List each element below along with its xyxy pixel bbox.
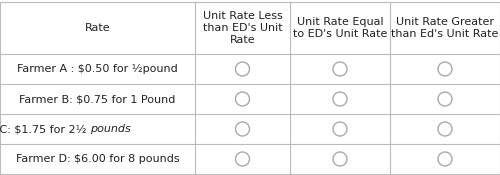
Text: Unit Rate Less
than ED's Unit
Rate: Unit Rate Less than ED's Unit Rate <box>202 11 282 45</box>
Text: Rate: Rate <box>84 23 110 33</box>
Text: Farmer A : $0.50 for ½pound: Farmer A : $0.50 for ½pound <box>17 64 178 74</box>
Text: Unit Rate Greater
than Ed's Unit Rate: Unit Rate Greater than Ed's Unit Rate <box>392 17 498 39</box>
Text: Farmer B: $0.75 for 1 Pound: Farmer B: $0.75 for 1 Pound <box>20 94 176 104</box>
Text: pounds: pounds <box>90 124 131 134</box>
Text: Farmer C: $1.75 for 2½: Farmer C: $1.75 for 2½ <box>0 124 90 134</box>
Text: Farmer D: $6.00 for 8 pounds: Farmer D: $6.00 for 8 pounds <box>16 154 179 164</box>
Text: Unit Rate Equal
to ED's Unit Rate: Unit Rate Equal to ED's Unit Rate <box>293 17 387 39</box>
